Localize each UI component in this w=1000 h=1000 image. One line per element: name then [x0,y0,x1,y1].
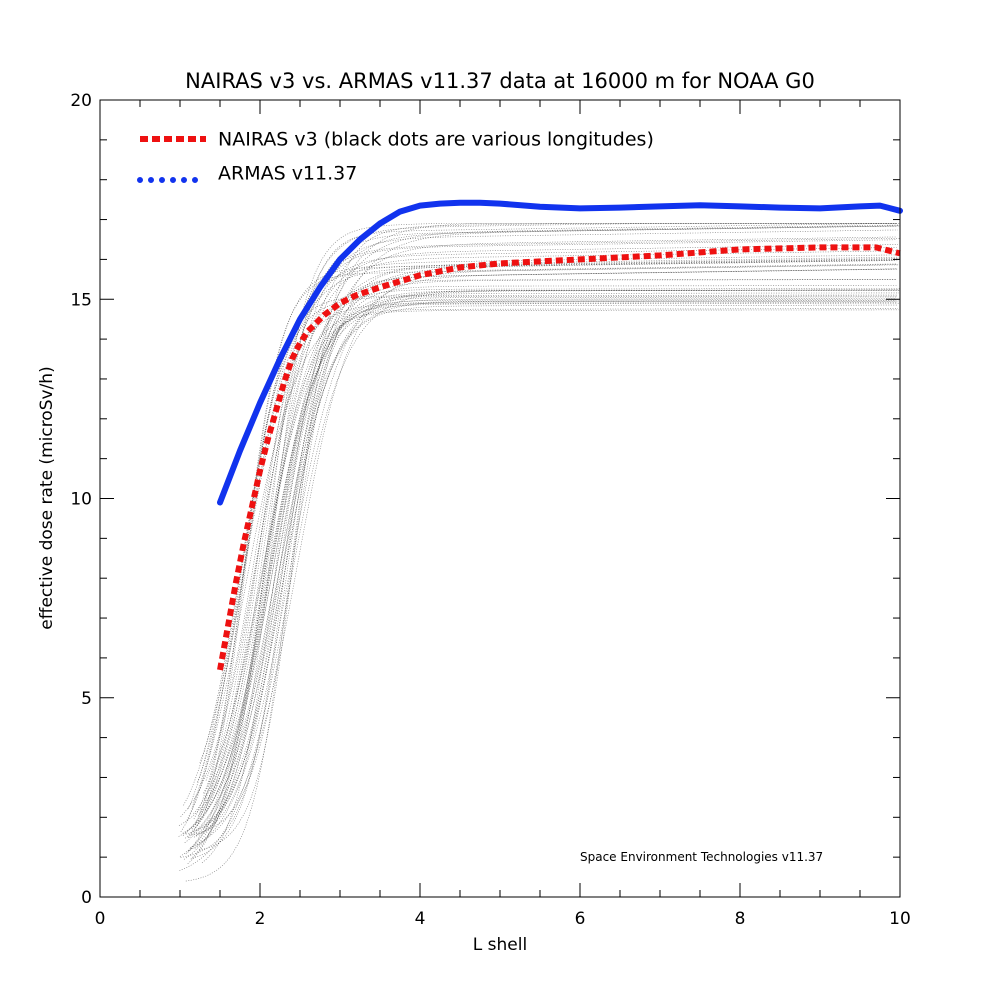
longitude-dot-curve [187,288,900,865]
x-tick-label: 4 [415,909,426,929]
longitude-dot-curve [193,304,898,832]
x-tick-label: 8 [735,909,746,929]
longitude-dot-curve [190,309,899,860]
y-axis-label: effective dose rate (microSv/h) [37,366,57,629]
longitude-dot-curve [194,258,899,825]
longitude-dot-curve [183,300,896,860]
longitude-dot-curve [191,259,900,835]
series-layer [217,199,903,671]
credit-annotation: Space Environment Technologies v11.37 [580,850,823,864]
x-axis-label: L shell [473,935,527,955]
longitude-dot-curve [178,292,899,826]
longitude-dot-curve [189,300,898,851]
longitude-dot-curve [204,279,897,800]
x-tick-label: 0 [95,909,106,929]
legend: NAIRAS v3 (black dots are various longit… [137,129,654,185]
chart-title: NAIRAS v3 vs. ARMAS v11.37 data at 16000… [185,69,815,93]
longitude-dot-curve [197,223,898,845]
y-tick-label: 20 [70,91,92,111]
longitude-dot-curve [186,302,899,821]
y-tick-label: 5 [81,689,92,709]
y-tick-label: 0 [81,888,92,908]
longitude-dot-curve [180,247,897,817]
longitude-dot-curve [179,298,896,857]
longitude-dot-curve [187,268,897,852]
longitude-dot-curve [183,258,900,806]
longitude-dot-curve [188,225,897,838]
longitude-dot-curve [180,285,897,858]
legend-label-nairas: NAIRAS v3 (black dots are various longit… [218,129,654,151]
longitude-dot-curve [193,250,898,814]
longitude-dot-curve [189,264,899,848]
longitude-dot-curve [194,223,899,849]
x-tick-label: 10 [889,909,911,929]
armas-series-line [217,199,903,506]
longitude-dot-curve [193,289,899,838]
longitude-dot-curve [196,296,897,836]
longitude-dot-curve [205,294,898,811]
longitude-dot-curve [185,299,898,882]
longitude-dot-curve [179,290,900,871]
y-tick-label: 10 [70,490,92,510]
longitude-dot-curve [191,259,897,808]
longitude-dot-curve [201,308,898,864]
ticks-layer: 0 2 4 6 8 10 0 5 10 15 20 [70,91,910,929]
longitude-dot-curve [196,223,897,837]
x-tick-label: 6 [575,909,586,929]
longitude-dot-curve [182,224,899,836]
longitude-dot-curve [204,263,897,829]
longitude-dots-cloud [178,223,900,882]
nairas-series-line [217,244,901,671]
longitude-dot-curve [192,268,897,859]
y-tick-label: 15 [70,290,92,310]
longitude-dot-curve [182,289,899,834]
longitude-dot-curve [185,229,898,855]
longitude-dot-curve [199,238,900,764]
longitude-dot-curve [187,239,897,838]
longitude-dot-curve [184,260,898,839]
longitude-dot-curve [178,300,899,837]
x-tick-label: 2 [255,909,266,929]
legend-label-armas: ARMAS v11.37 [218,163,357,185]
longitude-dot-curve [203,289,900,834]
longitude-dot-curve [197,302,898,783]
longitude-dot-curve [184,236,897,843]
longitude-dot-curve [192,223,897,830]
longitude-dot-curve [180,295,897,832]
longitude-dot-curve [205,244,898,781]
longitude-dot-curve [188,254,897,809]
longitude-dot-curve [195,225,900,829]
longitude-dot-curve [200,279,897,813]
